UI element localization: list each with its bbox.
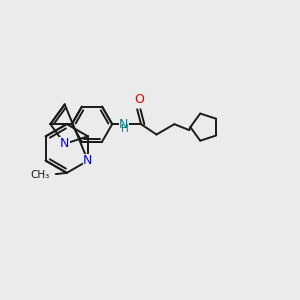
Text: H: H: [121, 124, 128, 134]
Text: N: N: [119, 118, 128, 130]
Text: N: N: [83, 154, 93, 167]
Text: CH₃: CH₃: [31, 170, 50, 180]
Text: N: N: [60, 137, 69, 150]
Text: O: O: [134, 93, 144, 106]
